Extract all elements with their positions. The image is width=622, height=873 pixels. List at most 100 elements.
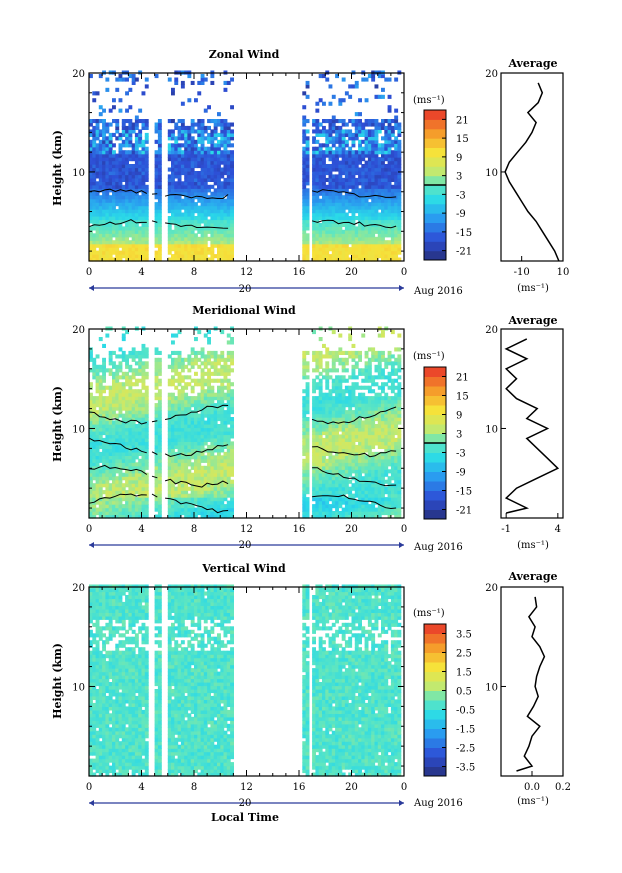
heatmap-cell [223, 125, 228, 130]
heatmap-cell [207, 247, 211, 252]
heatmap-cell [230, 164, 234, 169]
heatmap-cell [318, 357, 323, 362]
heatmap-cell [217, 153, 221, 158]
heatmap-cell [105, 122, 110, 127]
heatmap-cell [361, 250, 366, 255]
heatmap-cell [354, 153, 359, 158]
heatmap-cell [121, 385, 126, 390]
heatmap-cell [131, 191, 136, 196]
heatmap-cell [226, 157, 231, 162]
heatmap-cell [187, 354, 192, 359]
heatmap-cell [187, 191, 192, 196]
heatmap-cell [305, 167, 310, 172]
heatmap-cell [331, 174, 336, 179]
heatmap-cell [125, 216, 129, 221]
heatmap-cell [89, 233, 93, 238]
heatmap-cell [371, 153, 376, 158]
heatmap-cell [138, 472, 143, 477]
heatmap-cell [171, 396, 175, 401]
heatmap-cell [180, 504, 185, 509]
heatmap-cell [194, 171, 198, 176]
heatmap-cell [112, 493, 116, 498]
heatmap-cell [115, 417, 120, 422]
heatmap-cell [361, 167, 366, 172]
heatmap-cell [315, 448, 320, 453]
heatmap-cell [341, 160, 346, 165]
heatmap-cell [318, 382, 323, 387]
heatmap-cell [338, 136, 343, 141]
heatmap-cell [174, 444, 179, 449]
heatmap-cell [134, 392, 139, 397]
heatmap-cell [374, 136, 379, 141]
heatmap-cell [223, 157, 228, 162]
heatmap-cell [187, 357, 192, 362]
heatmap-cell [118, 420, 123, 425]
heatmap-cell [387, 174, 392, 179]
heatmap-cell [95, 497, 100, 502]
heatmap-cell [121, 198, 126, 203]
heatmap-cell [157, 392, 162, 397]
heatmap-cell [210, 392, 215, 397]
heatmap-cell [180, 424, 185, 429]
heatmap-cell [187, 209, 192, 214]
heatmap-cell [338, 164, 343, 169]
heatmap-cell [167, 434, 172, 439]
heatmap-cell [144, 153, 149, 158]
heatmap-cell [312, 160, 316, 165]
heatmap-cell [197, 146, 202, 151]
heatmap-cell [381, 257, 385, 262]
heatmap-cell [157, 396, 162, 401]
heatmap-cell [197, 458, 202, 463]
heatmap-cell [118, 184, 123, 189]
heatmap-cell [154, 385, 159, 390]
heatmap-cell [180, 205, 185, 210]
heatmap-cell [190, 233, 195, 238]
heatmap-cell [364, 129, 369, 134]
heatmap-cell [210, 424, 215, 429]
heatmap-cell [95, 368, 100, 373]
heatmap-cell [387, 171, 392, 176]
heatmap-cell [210, 396, 215, 401]
heatmap-cell [171, 458, 175, 463]
heatmap-cell [305, 202, 310, 207]
heatmap-cell [318, 229, 323, 234]
heatmap-cell [92, 160, 97, 165]
heatmap-cell [118, 136, 123, 141]
heatmap-cell [371, 229, 376, 234]
heatmap-cell [226, 476, 231, 481]
heatmap-cell [226, 511, 231, 516]
heatmap-cell [328, 119, 333, 124]
heatmap-cell [98, 444, 103, 449]
heatmap-cell [115, 184, 120, 189]
heatmap-cell [144, 434, 149, 439]
heatmap-cell [312, 504, 316, 509]
heatmap-cell [381, 153, 385, 158]
heatmap-cell [105, 240, 110, 245]
heatmap-cell [121, 157, 126, 162]
heatmap-cell [338, 181, 343, 186]
heatmap-cell [105, 243, 110, 248]
heatmap-cell [89, 195, 93, 200]
heatmap-cell [112, 382, 116, 387]
heatmap-cell [128, 483, 133, 488]
heatmap-cell [305, 191, 310, 196]
heatmap-cell [220, 472, 225, 477]
heatmap-cell [341, 222, 346, 227]
heatmap-cell [92, 174, 97, 179]
heatmap-cell [141, 469, 146, 474]
heatmap-cell [121, 406, 126, 411]
heatmap-cell [108, 511, 113, 516]
heatmap-cell [217, 122, 221, 127]
heatmap-cell [131, 77, 136, 82]
heatmap-cell [131, 202, 136, 207]
heatmap-cell [92, 483, 97, 488]
heatmap-cell [305, 216, 310, 221]
heatmap-cell [374, 125, 379, 130]
heatmap-cell [184, 257, 189, 262]
heatmap-cell [197, 364, 202, 369]
heatmap-cell [374, 219, 379, 224]
heatmap-cell [384, 229, 389, 234]
heatmap-cell [121, 171, 126, 176]
heatmap-cell [374, 209, 379, 214]
